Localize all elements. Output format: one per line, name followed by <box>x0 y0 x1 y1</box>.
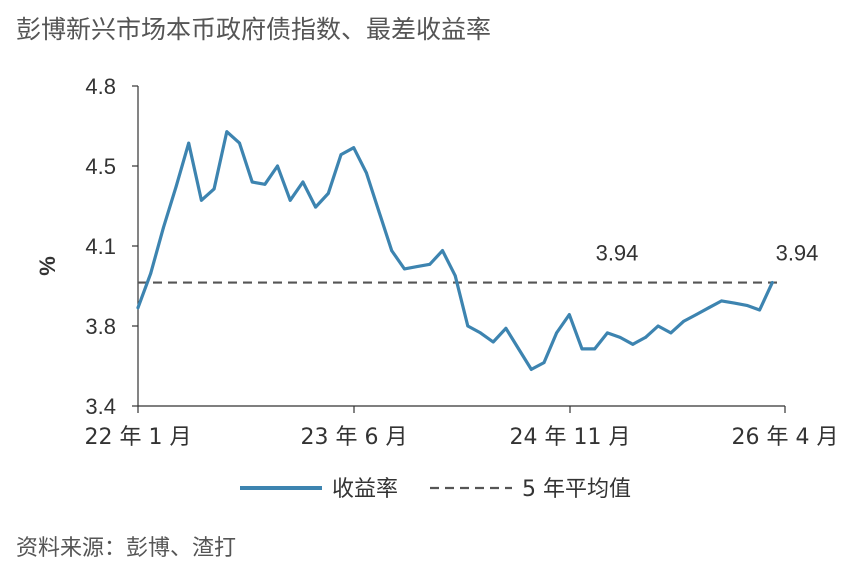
yield-point <box>504 326 508 330</box>
source-note: 资料来源：彭博、渣打 <box>16 536 237 561</box>
yield-point <box>644 336 647 339</box>
yield-point <box>377 210 381 214</box>
chart-axes <box>137 86 785 407</box>
yield-point <box>555 331 558 335</box>
series-group <box>136 130 774 371</box>
yield-point <box>580 347 584 351</box>
yield-point <box>276 164 279 168</box>
yield-point <box>136 306 140 310</box>
yield-point <box>529 368 533 371</box>
y-tick-label: 4.8 <box>85 74 116 99</box>
yield-point <box>656 324 660 328</box>
yield-point <box>745 304 749 307</box>
average-value-label: 3.94 <box>596 241 639 266</box>
yield-point <box>225 130 229 134</box>
y-tick-label: 4.5 <box>85 154 116 179</box>
y-tick-label: 3.8 <box>85 314 116 339</box>
yield-point <box>669 331 673 335</box>
yield-point <box>732 301 736 305</box>
yield-point <box>770 281 774 284</box>
axis-ticks: 3.4 3.8 4.1 4.5 4.8% 22 年 1 月 23 年 6 月 24 年 11 … <box>35 74 838 450</box>
yield-point <box>479 331 482 335</box>
data-labels: 3.94 3.94 <box>596 241 819 266</box>
yield-point <box>491 340 495 344</box>
yield-point <box>720 299 723 303</box>
yield-point <box>466 324 470 328</box>
legend-label-yield: 收益率 <box>332 477 398 502</box>
x-tick-label: 24 年 11 月 <box>510 425 631 450</box>
yield-point <box>758 308 761 312</box>
yield-point <box>288 198 292 202</box>
yield-point <box>263 182 267 186</box>
yield-point <box>250 180 254 184</box>
yield-point <box>314 205 317 209</box>
yield-point <box>390 249 394 253</box>
yield-point <box>301 180 305 184</box>
yield-point <box>339 153 343 157</box>
yield-point <box>174 185 178 189</box>
yield-point <box>682 320 685 323</box>
chart-legend: 收益率 5 年平均值 <box>240 477 631 502</box>
yield-point <box>593 347 597 351</box>
yield-point <box>187 141 191 145</box>
yield-series-line <box>136 130 774 371</box>
yield-point <box>618 336 622 339</box>
yield-point <box>567 313 571 316</box>
yield-point <box>365 171 368 175</box>
yield-point <box>707 306 711 310</box>
yield-point <box>428 262 432 266</box>
yield-point <box>542 361 546 364</box>
yield-point <box>149 272 153 275</box>
x-tick-label: 22 年 1 月 <box>85 425 192 450</box>
y-tick-label: 3.4 <box>85 394 116 419</box>
yield-point <box>453 274 457 278</box>
legend-label-average: 5 年平均值 <box>522 477 631 502</box>
chart-title: 彭博新兴市场本币政府债指数、最差收益率 <box>16 15 492 44</box>
yield-point <box>352 146 356 150</box>
yield-point <box>441 249 444 253</box>
y-tick-label: 4.1 <box>85 234 116 259</box>
x-tick-label: 26 年 4 月 <box>732 425 839 450</box>
yield-point <box>162 226 165 230</box>
yield-point <box>403 267 406 271</box>
yield-point <box>517 347 520 351</box>
yield-point <box>200 198 203 202</box>
yield-point <box>694 313 698 316</box>
y-axis-label: % <box>35 256 60 276</box>
yield-point <box>238 141 241 145</box>
yield-point <box>326 192 330 195</box>
x-tick-label: 23 年 6 月 <box>301 425 408 450</box>
yield-point <box>415 265 419 268</box>
yield-end-label: 3.94 <box>776 241 819 266</box>
yield-point <box>631 342 635 346</box>
yield-point <box>212 187 216 191</box>
yield-point <box>606 331 609 335</box>
